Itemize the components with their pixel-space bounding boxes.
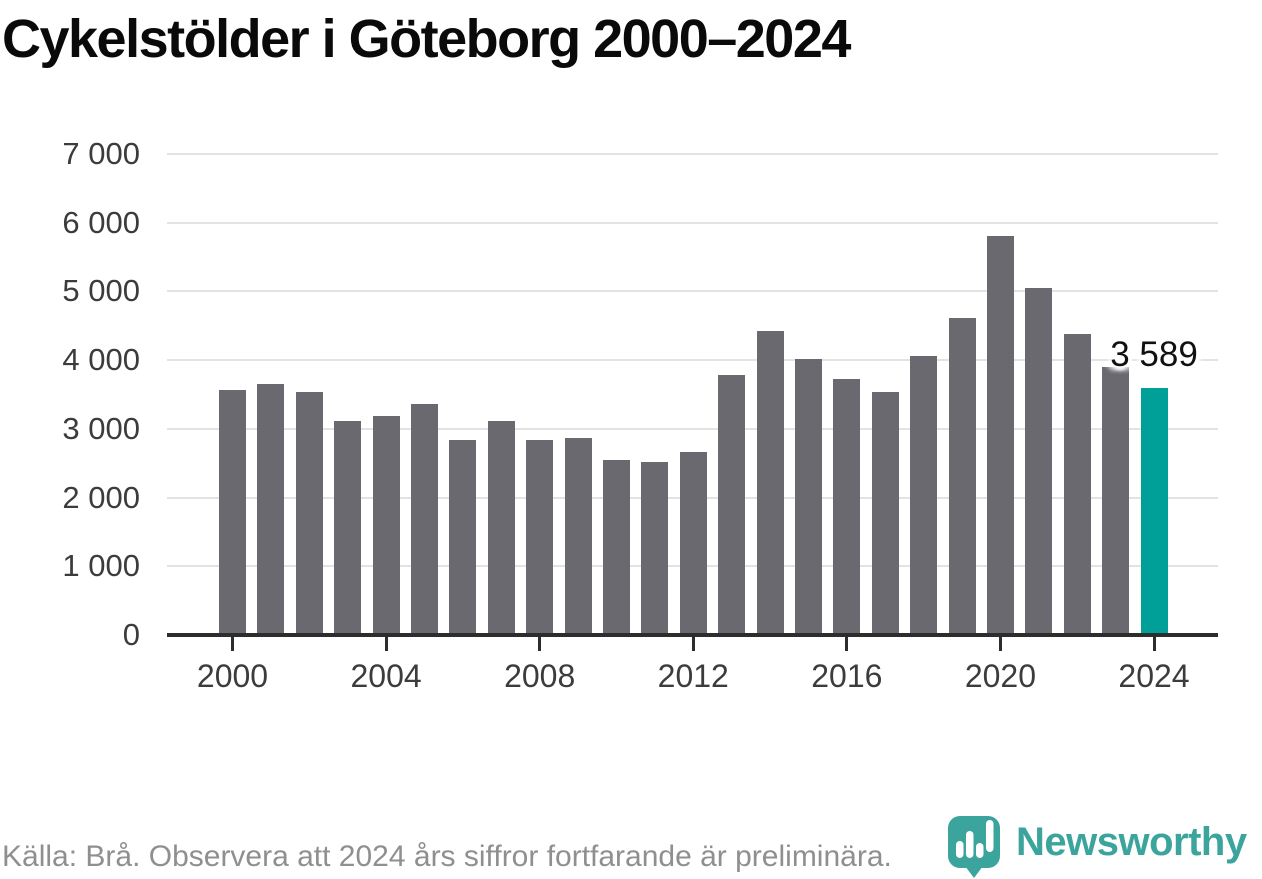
newsworthy-logo: Newsworthy	[948, 816, 1247, 879]
bar-2023	[1102, 367, 1130, 635]
bar-2021	[1025, 287, 1053, 635]
bar-2009	[564, 437, 592, 635]
bar-2007	[487, 420, 515, 635]
bar-2015	[794, 358, 822, 635]
x-axis-label-2000: 2000	[196, 658, 269, 694]
y-axis-label-3000: 3 000	[62, 410, 140, 446]
bar-2017	[871, 392, 899, 635]
x-axis-tick-2012	[691, 636, 695, 651]
x-axis-line	[167, 633, 1218, 637]
bar-2001	[257, 383, 285, 635]
bar-2020	[986, 236, 1014, 635]
bar-2012	[679, 452, 707, 635]
y-axis-label-4000: 4 000	[62, 342, 140, 378]
y-axis-label-0: 0	[122, 617, 140, 652]
x-axis-tick-2016	[845, 636, 849, 651]
x-axis-tick-2024	[1152, 636, 1156, 651]
x-axis-label-2004: 2004	[350, 658, 422, 694]
x-axis-label-2024: 2024	[1118, 658, 1190, 694]
bar-2010	[602, 459, 630, 635]
bar-value-label: 3 589	[1110, 335, 1198, 375]
gridline-7000	[167, 153, 1218, 155]
source-note: Källa: Brå. Observera att 2024 års siffr…	[2, 840, 892, 873]
bar-2002	[295, 392, 323, 635]
bar-2022	[1063, 334, 1091, 635]
bar-2008	[526, 439, 554, 635]
bar-2016	[833, 379, 861, 635]
x-axis-label-2016: 2016	[811, 658, 883, 694]
y-axis-label-2000: 2 000	[62, 479, 140, 515]
x-axis-tick-2020	[998, 636, 1002, 651]
y-axis-label-7000: 7 000	[62, 136, 140, 171]
x-axis-label-2008: 2008	[504, 658, 576, 694]
gridline-5000	[167, 290, 1218, 293]
bar-2013	[718, 375, 746, 635]
x-axis-tick-2008	[538, 636, 542, 651]
bar-2018	[910, 356, 938, 635]
bar-2014	[756, 330, 784, 635]
bar-2005	[410, 404, 438, 635]
bar-2004	[372, 416, 400, 635]
bar-2011	[641, 461, 669, 635]
newsworthy-wordmark: Newsworthy	[1016, 820, 1247, 864]
gridline-3000	[167, 427, 1218, 430]
x-axis-label-2020: 2020	[964, 658, 1036, 694]
newsworthy-chart-pin-icon	[948, 816, 1000, 878]
x-axis-tick-2000	[231, 636, 234, 651]
bar-2000	[219, 389, 246, 635]
y-axis-label-5000: 5 000	[62, 273, 140, 309]
bar-2019	[948, 317, 976, 635]
y-axis-label-6000: 6 000	[62, 204, 140, 240]
y-axis-label-1000: 1 000	[62, 548, 140, 584]
gridline-4000	[167, 359, 1218, 362]
bar-2006	[449, 439, 477, 635]
x-axis-tick-2004	[384, 636, 388, 651]
bar-2003	[334, 420, 362, 635]
chart-title: Cykelstölder i Göteborg 2000–2024	[2, 9, 851, 69]
x-axis-label-2012: 2012	[657, 658, 729, 694]
bar-2024	[1140, 388, 1168, 635]
gridline-6000	[167, 221, 1218, 224]
